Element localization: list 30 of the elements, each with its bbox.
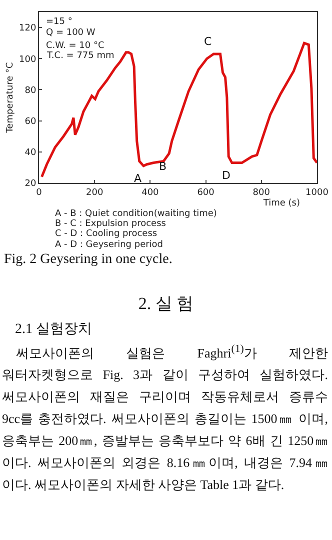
text: C - D : Cooling process	[55, 229, 158, 239]
text: 2. 실 험	[137, 293, 195, 315]
annotation: T.C. = 775 mm	[46, 51, 114, 61]
x-tick-label: 1000	[306, 188, 329, 198]
text: 2.1 실험장치	[15, 321, 92, 338]
x-tick-label: 800	[252, 188, 270, 198]
x-tick-label: 400	[142, 188, 160, 198]
x-axis-title: Time (s)	[262, 198, 300, 209]
x-tick-label: 600	[197, 188, 215, 198]
y-tick-label: 60	[24, 116, 36, 127]
text: 써모사이폰의 실험은 Faghri$^{(1)}$가 제안한 워터자켓형으로 Fig. 3과 같이 구성하여 실험하였다. 써모사이폰의 재질은 구리이며 작동유체로서 증류수 9cc를 충전하였다. 써모사이폰의 총길이는 1500㎜ 이며, 응축부는 200㎜, 증발부는 응축부보다 약 6배 긴 1250㎜이다. 써모사이폰의 외경은 8.16㎜이며, 내경은 7.94㎜이다. 써모사이폰의 자세한 사양은 Table 1과 같다.	[2, 343, 328, 492]
annotation: C	[204, 35, 212, 48]
annotation: D	[222, 169, 230, 182]
annotation: B	[159, 160, 167, 173]
text: A - D : Geysering period	[55, 240, 164, 250]
y-tick-label: 120	[19, 24, 36, 34]
y-axis-title: Temperature °C	[5, 62, 16, 134]
caption: Fig. 2 Geysering in one cycle.	[4, 252, 172, 267]
text: B - C : Expulsion process	[55, 219, 166, 229]
y-tick-label: 40	[24, 148, 36, 158]
annotation: Q = 100 W	[46, 28, 96, 38]
annotation: =15 °	[46, 17, 72, 27]
x-tick-label: 200	[86, 188, 104, 198]
text: A - B : Quiet condition(waiting time)	[55, 209, 217, 219]
y-tick-label: 100	[19, 54, 36, 65]
annotation: A	[134, 172, 142, 185]
annotation: C.W. = 10 °C	[46, 41, 104, 51]
x-tick-label: 0	[36, 188, 42, 198]
y-tick-label: 80	[24, 86, 36, 96]
y-tick-label: 20	[24, 179, 36, 190]
